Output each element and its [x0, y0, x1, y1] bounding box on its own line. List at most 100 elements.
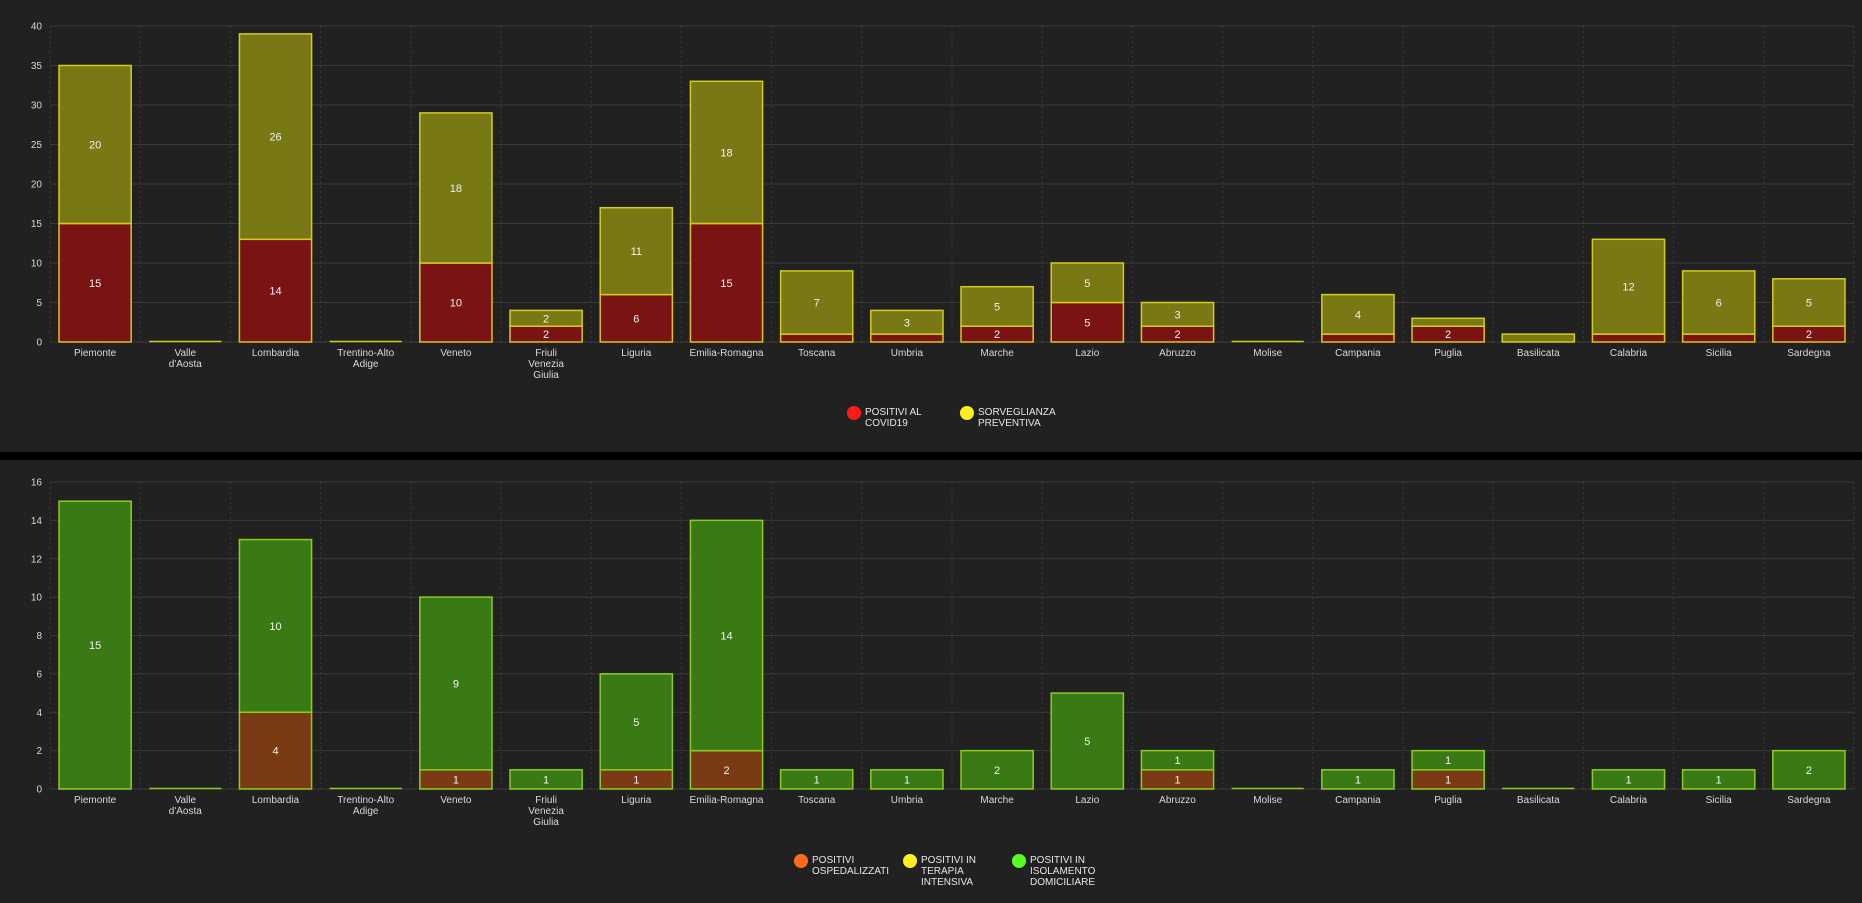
bottom-legend-label[interactable]: POSITIVI — [812, 855, 854, 866]
top-bar-2[interactable] — [1591, 238, 1666, 335]
top-bar-2[interactable] — [1772, 278, 1846, 327]
bottom-x-tick-label: Umbria — [891, 795, 924, 806]
bottom-data-label: 1 — [1174, 755, 1180, 767]
top-legend-label[interactable]: COVID19 — [865, 418, 908, 429]
top-legend-label[interactable]: SORVEGLIANZA — [978, 407, 1056, 418]
top-x-tick-label: d'Aosta — [169, 359, 202, 370]
bottom-x-tick-label: Lombardia — [252, 795, 300, 806]
top-bar-1[interactable] — [1591, 333, 1666, 343]
top-data-label: 5 — [1806, 298, 1812, 310]
top-bar-2[interactable] — [238, 33, 313, 241]
top-bar-2[interactable] — [1140, 301, 1215, 327]
bottom-x-tick-label: Friuli — [535, 795, 557, 806]
bottom-legend-label[interactable]: POSITIVI IN — [1030, 855, 1085, 866]
top-bar-1[interactable] — [689, 222, 764, 343]
bottom-data-label: 1 — [453, 774, 459, 786]
top-x-tick-label: Valle — [175, 348, 197, 359]
bottom-x-tick-label: Veneto — [440, 795, 472, 806]
top-bar-2[interactable] — [1050, 262, 1125, 304]
top-data-label: 5 — [1084, 317, 1090, 329]
top-data-label: 2 — [1445, 329, 1451, 341]
top-bar-2[interactable] — [1321, 293, 1395, 335]
bottom-bar-3[interactable] — [1411, 749, 1485, 771]
top-bar-2[interactable] — [960, 285, 1034, 327]
top-x-tick-label: Marche — [980, 348, 1014, 359]
bottom-bar-3[interactable] — [58, 500, 132, 790]
top-x-tick-label: Basilicata — [1517, 348, 1560, 359]
bottom-x-tick-label: Giulia — [533, 817, 559, 828]
top-bar-2[interactable] — [58, 64, 132, 225]
top-bar-2[interactable] — [779, 270, 854, 335]
top-x-tick-label: Toscana — [798, 348, 836, 359]
top-bar-1[interactable] — [870, 333, 944, 343]
top-data-label: 7 — [814, 298, 820, 310]
bottom-bar-3[interactable] — [419, 596, 493, 771]
bottom-legend-label[interactable]: TERAPIA — [921, 866, 964, 877]
bottom-x-tick-label: Puglia — [1434, 795, 1462, 806]
top-bar-1[interactable] — [779, 333, 854, 343]
bottom-legend-swatch[interactable] — [1012, 854, 1026, 868]
bottom-x-tick-label: Molise — [1253, 795, 1282, 806]
bottom-bar-3[interactable] — [509, 769, 583, 790]
bottom-data-label: 1 — [1625, 774, 1631, 786]
bottom-x-tick-label: Basilicata — [1517, 795, 1560, 806]
top-bar-2[interactable] — [419, 112, 493, 264]
top-bar-1[interactable] — [419, 262, 493, 343]
bottom-legend-label[interactable]: POSITIVI IN — [921, 855, 976, 866]
top-x-tick-label: Umbria — [891, 348, 924, 359]
top-legend-label[interactable]: POSITIVI AL — [865, 407, 922, 418]
top-x-tick-label: Piemonte — [74, 348, 117, 359]
bottom-bar-3[interactable] — [960, 749, 1034, 790]
top-bar-2[interactable] — [1411, 317, 1485, 327]
bottom-data-label: 1 — [543, 774, 549, 786]
bottom-x-tick-label: Sardegna — [1787, 795, 1831, 806]
top-legend-label[interactable]: PREVENTIVA — [978, 418, 1041, 429]
top-legend-swatch[interactable] — [960, 406, 974, 420]
bottom-legend-label[interactable]: OSPEDALIZZATI — [812, 866, 889, 877]
top-x-tick-label: Puglia — [1434, 348, 1462, 359]
bottom-bar-3[interactable] — [1321, 769, 1395, 790]
top-bar-2[interactable] — [689, 80, 764, 225]
bottom-bar-3[interactable] — [238, 538, 313, 713]
top-data-label: 3 — [904, 317, 910, 329]
top-legend-swatch[interactable] — [847, 406, 861, 420]
top-x-tick-label: Abruzzo — [1159, 348, 1196, 359]
bottom-bar-3[interactable] — [870, 769, 944, 790]
bottom-data-label: 1 — [904, 774, 910, 786]
top-bar-2[interactable] — [1681, 270, 1756, 335]
top-bar-1[interactable] — [1681, 333, 1756, 343]
bottom-x-tick-label: Trentino-Alto — [337, 795, 394, 806]
bottom-bar-3[interactable] — [1591, 769, 1666, 790]
bottom-bar-3[interactable] — [689, 519, 764, 752]
top-x-tick-label: Adige — [353, 359, 379, 370]
top-bar-2[interactable] — [599, 206, 674, 296]
bottom-bar-3[interactable] — [599, 673, 674, 771]
bottom-bar-3[interactable] — [1681, 769, 1756, 790]
top-bar-1[interactable] — [1050, 301, 1125, 343]
bottom-bar-1[interactable] — [689, 749, 764, 790]
top-bar-1[interactable] — [58, 222, 132, 343]
top-bar-1[interactable] — [1321, 333, 1395, 343]
bottom-legend-label[interactable]: DOMICILIARE — [1030, 877, 1095, 888]
bottom-x-tick-label: Marche — [980, 795, 1014, 806]
bottom-bar-3[interactable] — [1772, 749, 1846, 790]
top-y-tick-label: 5 — [36, 298, 42, 309]
bottom-bar-3[interactable] — [1140, 749, 1215, 771]
bottom-x-tick-label: Toscana — [798, 795, 836, 806]
bottom-y-tick-label: 0 — [36, 785, 42, 796]
top-x-tick-label: Lombardia — [252, 348, 300, 359]
top-data-label: 2 — [994, 329, 1000, 341]
top-bar-2[interactable] — [870, 309, 944, 335]
bottom-bar-3[interactable] — [779, 769, 854, 790]
top-bar-2[interactable] — [1501, 333, 1576, 343]
bottom-legend-swatch[interactable] — [903, 854, 917, 868]
bottom-x-tick-label: d'Aosta — [169, 806, 202, 817]
top-bar-2[interactable] — [509, 309, 583, 327]
bottom-legend-label[interactable]: INTENSIVA — [921, 877, 973, 888]
bottom-y-tick-label: 6 — [36, 669, 42, 680]
top-bar-1[interactable] — [238, 238, 313, 343]
bottom-legend-swatch[interactable] — [794, 854, 808, 868]
bottom-legend-label[interactable]: ISOLAMENTO — [1030, 866, 1096, 877]
bottom-bar-3[interactable] — [1050, 692, 1125, 790]
